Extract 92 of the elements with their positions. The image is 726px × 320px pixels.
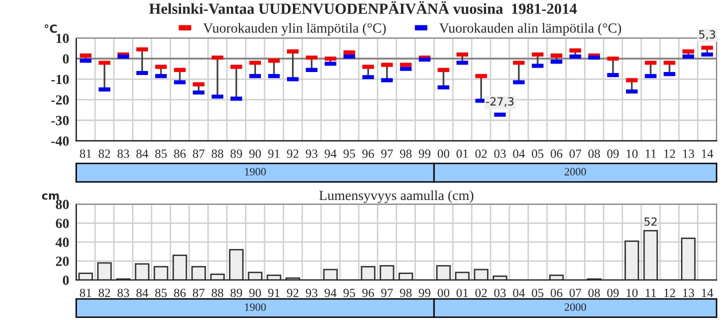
x-tick-label: 06	[550, 288, 562, 298]
x-tick-label: 81	[80, 288, 92, 298]
x-tick-label: 04	[513, 149, 525, 158]
x-tick-label: 03	[494, 149, 506, 158]
x-tick-label: 08	[588, 149, 600, 158]
x-tick-label: 90	[249, 288, 261, 298]
x-tick-label: 84	[136, 288, 148, 298]
x-tick-label: 08	[588, 288, 600, 298]
y-tick-label: 80	[56, 200, 69, 210]
x-tick-label: 88	[212, 288, 224, 298]
x-tick-label: 98	[400, 288, 412, 298]
x-tick-label: 91	[268, 288, 280, 298]
y-tick-label: -10	[51, 74, 69, 84]
chart-title: Helsinki-Vantaa UUDENVUODENPÄIVÄNÄ vuosina 1981-2014	[149, 1, 577, 14]
y-tick-label: -40	[51, 136, 69, 146]
text: 1900	[245, 303, 266, 311]
x-tick-label: 01	[456, 149, 468, 158]
x-tick-label: 09	[607, 149, 619, 158]
data-label: -27,3	[486, 97, 514, 107]
x-tick-label: 96	[362, 288, 374, 298]
x-tick-label: 07	[570, 149, 582, 158]
x-tick-label: 13	[683, 150, 694, 158]
legend-label: Vuorokauden alin lämpötila (°C)	[439, 22, 622, 36]
x-tick-label: 96	[362, 150, 374, 158]
x-tick-label: 85	[155, 149, 167, 158]
x-tick-label: 04	[513, 288, 525, 298]
y-tick-label: 40	[56, 238, 69, 248]
y-tick-label: 0	[62, 54, 69, 64]
x-tick-label: 87	[192, 149, 205, 158]
x-tick-label: 94	[324, 150, 337, 158]
x-tick-label: 02	[475, 288, 487, 298]
x-tick-label: 00	[438, 149, 450, 158]
x-tick-label: 01	[456, 288, 468, 298]
x-tick-label: 98	[400, 149, 412, 158]
x-tick-label: 89	[230, 288, 242, 298]
x-tick-label: 06	[550, 149, 562, 158]
y-tick-label: -20	[51, 95, 69, 105]
legend-label: Vuorokauden ylin lämpötila (°C)	[203, 22, 386, 36]
x-tick-label: 09	[607, 288, 619, 298]
x-tick-label: 88	[212, 149, 224, 158]
y-tick-label: 20	[56, 256, 69, 266]
x-tick-label: 91	[268, 150, 280, 158]
x-tick-label: 81	[80, 149, 92, 158]
x-tick-label: 02	[475, 149, 487, 158]
x-tick-label: 07	[570, 288, 582, 298]
x-tick-label: 13	[683, 288, 694, 298]
x-tick-label: 83	[118, 149, 130, 158]
x-tick-label: 84	[136, 149, 148, 158]
x-tick-label: 05	[532, 288, 544, 298]
y-axis-title: cm	[42, 193, 59, 200]
y-tick-label: 0	[62, 276, 69, 285]
y-axis-title: °C	[44, 24, 57, 33]
x-tick-label: 95	[343, 150, 356, 158]
x-tick-label: 93	[306, 288, 318, 298]
x-tick-label: 10	[626, 149, 638, 158]
x-tick-label: 94	[324, 288, 337, 298]
data-label: 52	[644, 217, 657, 226]
x-tick-label: 97	[381, 288, 393, 298]
x-tick-label: 12	[664, 150, 676, 158]
x-tick-label: 90	[249, 149, 261, 158]
y-tick-label: 10	[56, 34, 69, 44]
x-tick-label: 03	[494, 288, 506, 298]
x-tick-label: 12	[664, 288, 676, 298]
x-tick-label: 92	[286, 288, 298, 298]
x-tick-label: 85	[155, 288, 167, 298]
x-tick-label: 86	[174, 149, 186, 158]
x-tick-label: 95	[343, 288, 356, 298]
x-tick-label: 00	[438, 288, 450, 298]
y-tick-label: -30	[51, 116, 69, 126]
x-tick-label: 87	[192, 288, 205, 298]
x-tick-label: 97	[381, 150, 393, 158]
x-tick-label: 10	[626, 288, 638, 298]
x-tick-label: 82	[98, 149, 110, 158]
x-tick-label: 83	[118, 288, 130, 298]
text: 2000	[564, 303, 586, 311]
x-tick-label: 99	[418, 150, 430, 158]
x-tick-label: 11	[646, 288, 656, 298]
x-tick-label: 82	[98, 288, 110, 298]
y-tick-label: 60	[56, 218, 69, 228]
x-tick-label: 11	[646, 150, 656, 158]
text: 2000	[564, 168, 586, 176]
x-tick-label: 86	[174, 288, 186, 298]
x-tick-label: 89	[230, 149, 242, 158]
x-tick-label: 93	[306, 150, 318, 158]
chart-title: Lumensyvyys aamulla (cm)	[319, 190, 474, 203]
x-tick-label: 05	[532, 149, 544, 158]
x-tick-label: 14	[702, 288, 714, 298]
text: 1900	[245, 168, 266, 176]
x-tick-label: 14	[702, 150, 714, 158]
data-label: 5,3	[699, 30, 716, 40]
x-tick-label: 99	[418, 288, 430, 298]
x-tick-label: 92	[286, 150, 298, 158]
